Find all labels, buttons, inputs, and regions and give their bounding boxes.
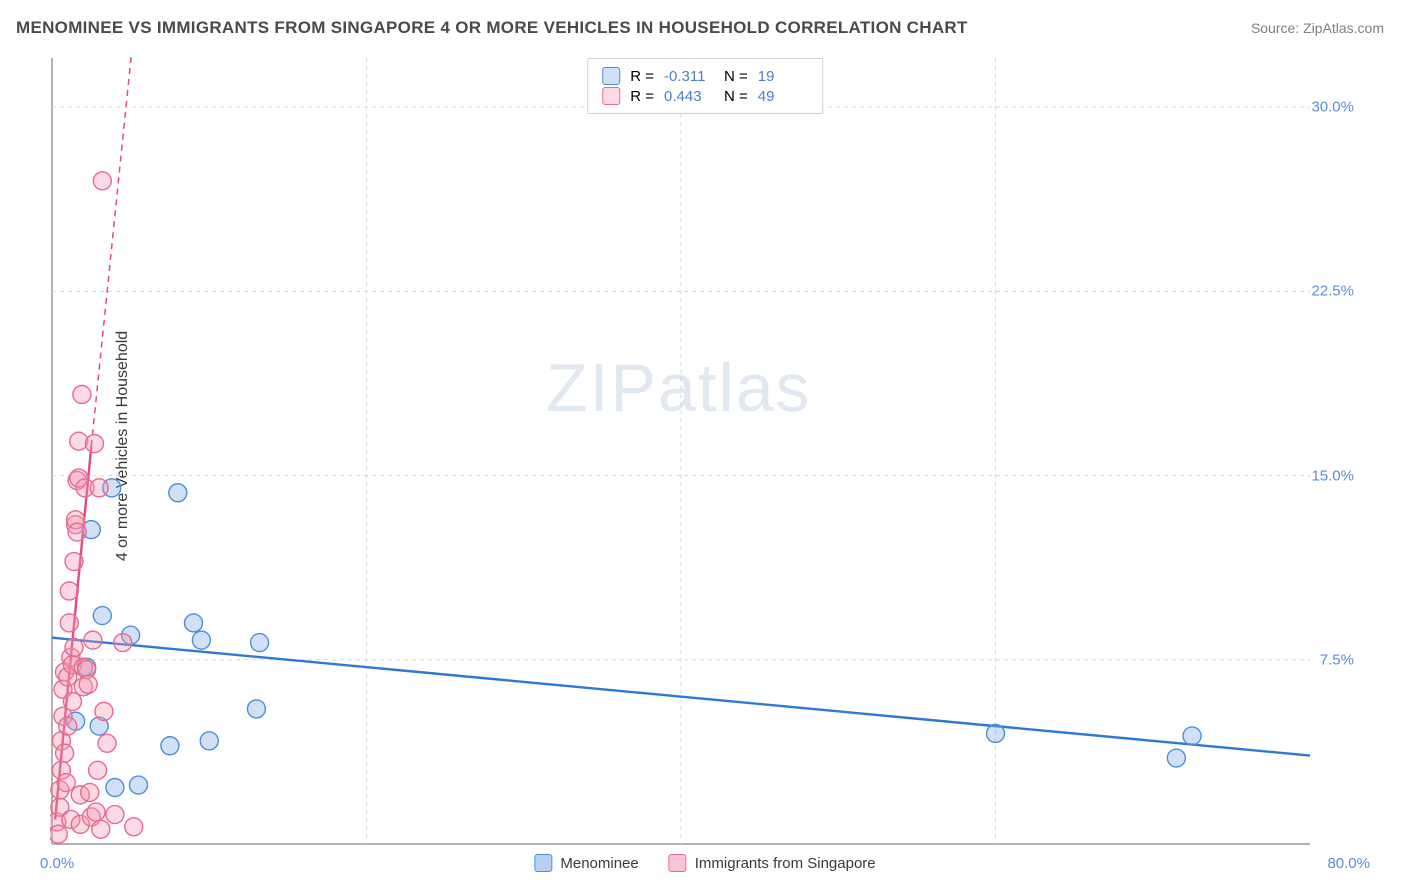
legend-swatch-pink [669, 854, 687, 872]
legend-item-menominee: Menominee [534, 854, 638, 872]
y-tick: 30.0% [1311, 99, 1354, 116]
chart-svg [50, 56, 1360, 846]
legend-swatch-blue [602, 67, 620, 85]
y-tick: 7.5% [1320, 651, 1354, 668]
x-tick-min: 0.0% [40, 855, 74, 872]
r-value-2: 0.443 [664, 88, 714, 105]
x-tick-max: 80.0% [1327, 855, 1370, 872]
series-legend: Menominee Immigrants from Singapore [534, 854, 875, 872]
y-tick: 22.5% [1311, 283, 1354, 300]
r-label: R = [630, 88, 654, 105]
legend-row-series2: R = 0.443 N = 49 [602, 87, 808, 105]
n-label: N = [724, 68, 748, 85]
n-value-2: 49 [758, 88, 808, 105]
legend-swatch-pink [602, 87, 620, 105]
plot-area: ZIPatlas R = -0.311 N = 19 R = 0.443 N =… [50, 56, 1360, 846]
r-value-1: -0.311 [664, 68, 714, 85]
r-label: R = [630, 68, 654, 85]
correlation-legend: R = -0.311 N = 19 R = 0.443 N = 49 [587, 58, 823, 114]
legend-item-singapore: Immigrants from Singapore [669, 854, 876, 872]
chart-title: MENOMINEE VS IMMIGRANTS FROM SINGAPORE 4… [16, 18, 968, 38]
legend-row-series1: R = -0.311 N = 19 [602, 67, 808, 85]
n-value-1: 19 [758, 68, 808, 85]
legend-swatch-blue [534, 854, 552, 872]
legend-label: Menominee [560, 855, 638, 872]
n-label: N = [724, 88, 748, 105]
source-attribution: Source: ZipAtlas.com [1251, 20, 1384, 36]
y-tick: 15.0% [1311, 467, 1354, 484]
legend-label: Immigrants from Singapore [695, 855, 876, 872]
